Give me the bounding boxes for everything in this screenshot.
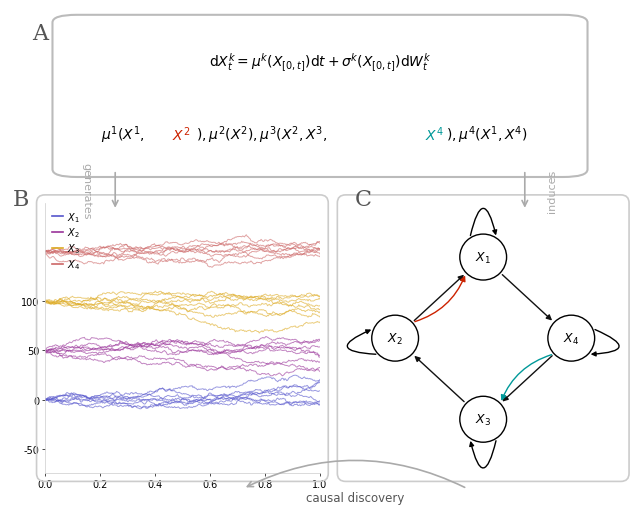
FancyArrowPatch shape: [504, 356, 552, 401]
Text: C: C: [355, 188, 372, 210]
Text: $),\mu^2(X^2),\mu^3(X^2,X^3,$: $),\mu^2(X^2),\mu^3(X^2,X^3,$: [196, 124, 327, 146]
Legend: $X_1$, $X_2$, $X_3$, $X_4$: $X_1$, $X_2$, $X_3$, $X_4$: [50, 209, 82, 273]
Text: $),\mu^4(X^1,X^4)$: $),\mu^4(X^1,X^4)$: [447, 124, 528, 146]
Circle shape: [372, 316, 419, 361]
FancyArrowPatch shape: [522, 173, 527, 207]
Text: B: B: [13, 188, 29, 210]
FancyBboxPatch shape: [337, 195, 629, 482]
Circle shape: [548, 316, 595, 361]
FancyArrowPatch shape: [470, 209, 497, 236]
FancyArrowPatch shape: [348, 330, 376, 355]
Circle shape: [460, 235, 507, 280]
FancyArrowPatch shape: [248, 461, 465, 488]
Text: induces: induces: [547, 169, 557, 212]
FancyBboxPatch shape: [52, 16, 588, 178]
FancyArrowPatch shape: [415, 277, 465, 322]
FancyArrowPatch shape: [414, 276, 463, 321]
FancyArrowPatch shape: [502, 275, 551, 320]
FancyArrowPatch shape: [502, 355, 552, 400]
Text: $X^2$: $X^2$: [172, 126, 190, 144]
Circle shape: [460, 397, 507, 442]
Text: A: A: [32, 23, 48, 45]
Text: $X_3$: $X_3$: [476, 412, 491, 427]
Text: $\mu^1(X^1,$: $\mu^1(X^1,$: [101, 124, 145, 146]
FancyArrowPatch shape: [470, 441, 496, 468]
FancyArrowPatch shape: [592, 330, 619, 356]
Text: $X_1$: $X_1$: [476, 250, 491, 265]
Text: $X_2$: $X_2$: [387, 331, 403, 346]
Text: $X^4$: $X^4$: [424, 126, 443, 144]
FancyArrowPatch shape: [113, 173, 118, 207]
FancyArrowPatch shape: [415, 357, 464, 402]
Text: $\mathrm{d}X_t^k = \mu^k(X_{[0,t]})\mathrm{d}t + \sigma^k(X_{[0,t]})\mathrm{d}W_: $\mathrm{d}X_t^k = \mu^k(X_{[0,t]})\math…: [209, 52, 431, 74]
Text: generates: generates: [81, 163, 92, 219]
Text: causal discovery: causal discovery: [306, 491, 404, 504]
Text: $X_4$: $X_4$: [563, 331, 579, 346]
